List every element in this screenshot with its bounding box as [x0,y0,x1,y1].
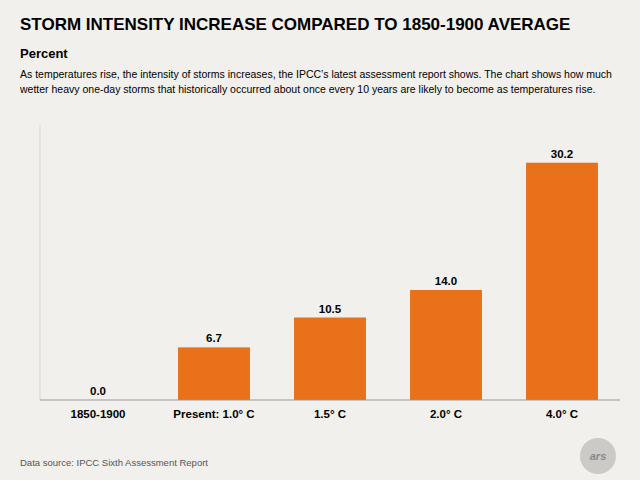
data-label: 6.7 [206,332,222,344]
bar [294,318,366,401]
data-label: 14.0 [435,275,457,287]
y-axis-line [40,125,41,400]
title: STORM INTENSITY INCREASE COMPARED TO 185… [20,15,570,34]
description: wetter heavy one-day storms that histori… [19,83,595,95]
x-axis [40,400,620,401]
bar [178,347,250,400]
source: Data source: IPCC Sixth Assessment Repor… [20,457,208,468]
data-label: 10.5 [319,303,342,315]
x-tick-label: 1850-1900 [71,408,126,420]
logo [580,438,616,474]
description: As temperatures rise, the intensity of s… [20,68,612,80]
chart: STORM INTENSITY INCREASE COMPARED TO 185… [0,0,640,480]
x-tick-label: 4.0° C [546,408,578,420]
bar [410,290,482,400]
x-tick-label: Present: 1.0° C [173,408,254,420]
x-tick-label: 2.0° C [430,408,462,420]
bars [178,163,598,400]
logo-text: ars [590,450,607,462]
x-tick-label: 1.5° C [314,408,346,420]
data-label: 0.0 [90,385,106,397]
subtitle: Percent [20,46,68,61]
bar [526,163,598,400]
background [0,0,640,480]
data-label: 30.2 [551,148,573,160]
